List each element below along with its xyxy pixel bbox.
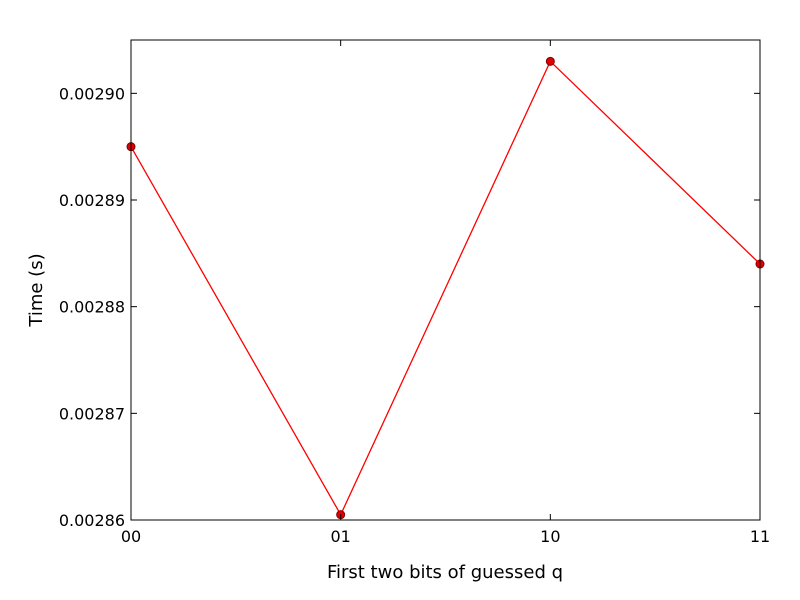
y-tick-label: 0.00287 [59, 404, 125, 423]
series-line [130, 60, 761, 517]
y-tick-label: 0.00290 [59, 84, 125, 103]
x-tick-label: 11 [750, 527, 770, 546]
y-tick-label: 0.00289 [59, 191, 125, 210]
y-tick-label: 0.00288 [59, 298, 125, 317]
axis-ticks: 00 01 10 11 0.00286 0.00287 0.00288 0.00289 0.00… [59, 40, 770, 546]
y-tick-label: 0.00286 [59, 511, 125, 530]
x-axis-label: First two bits of guessed q [327, 562, 563, 583]
x-tick-label: 10 [540, 527, 560, 546]
x-tick-label: 00 [121, 527, 141, 546]
plot-frame [130, 39, 761, 521]
y-axis-label: Time (s) [26, 253, 47, 327]
x-tick-label: 01 [330, 527, 350, 546]
plot-area [126, 56, 765, 520]
data-point-10 [545, 56, 555, 66]
